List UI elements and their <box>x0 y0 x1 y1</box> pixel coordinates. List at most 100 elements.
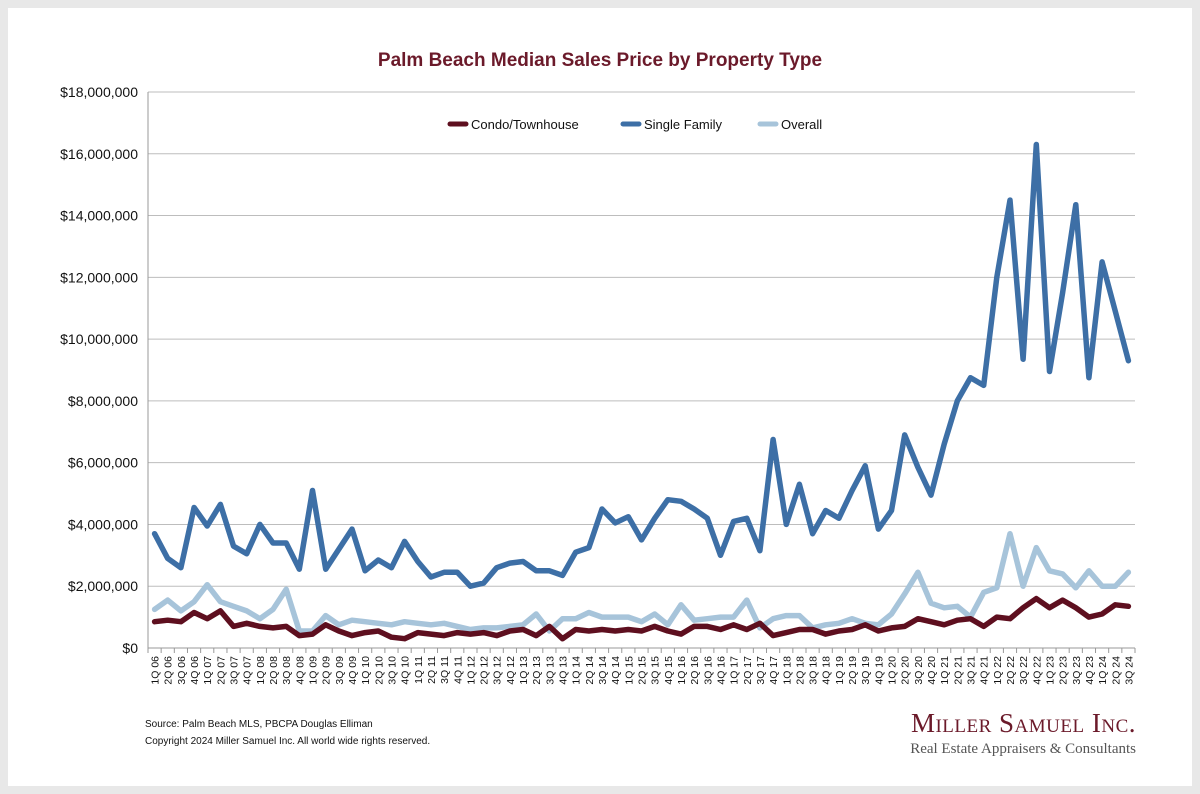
y-tick-label: $6,000,000 <box>68 455 138 471</box>
copyright-text: Copyright 2024 Miller Samuel Inc. All wo… <box>145 736 431 747</box>
x-tick-label: 2Q 20 <box>900 656 912 685</box>
x-tick-label: 2Q 23 <box>1058 656 1070 685</box>
x-tick-label: 1Q 16 <box>676 656 688 685</box>
legend-label: Overall <box>781 117 822 132</box>
x-tick-label: 3Q 09 <box>334 656 346 685</box>
x-tick-label: 2Q 24 <box>1110 656 1122 685</box>
x-tick-label: 1Q 12 <box>465 656 477 685</box>
x-tick-label: 4Q 14 <box>610 656 622 685</box>
x-tick-label: 3Q 14 <box>597 656 609 685</box>
x-tick-label: 1Q 24 <box>1097 656 1109 685</box>
x-tick-label: 2Q 10 <box>373 656 385 685</box>
x-tick-label: 4Q 21 <box>979 656 991 685</box>
source-note: Source: Palm Beach MLS, PBCPA Douglas El… <box>145 716 430 750</box>
logo-name: Miller Samuel Inc. <box>910 708 1136 738</box>
x-tick-label: 2Q 17 <box>742 656 754 685</box>
x-tick-label: 1Q 17 <box>729 656 741 685</box>
x-tick-label: 1Q 22 <box>992 656 1004 685</box>
x-tick-label: 1Q 11 <box>413 656 425 684</box>
x-tick-label: 4Q 18 <box>821 656 833 685</box>
x-tick-label: 3Q 24 <box>1123 656 1135 685</box>
x-tick-label: 3Q 17 <box>755 656 767 685</box>
x-tick-label: 1Q 18 <box>781 656 793 685</box>
y-tick-label: $0 <box>122 640 138 656</box>
series-line-single-family <box>151 141 1132 589</box>
x-tick-label: 2Q 19 <box>847 656 859 685</box>
x-tick-label: 1Q 13 <box>518 656 530 685</box>
chart-card <box>8 8 1192 786</box>
x-tick-label: 4Q 09 <box>347 656 359 685</box>
x-tick-label: 4Q 10 <box>400 656 412 685</box>
x-tick-label: 1Q 21 <box>939 656 951 685</box>
x-tick-label: 4Q 23 <box>1084 656 1096 685</box>
x-tick-label: 4Q 19 <box>873 656 885 685</box>
y-tick-label: $4,000,000 <box>68 516 138 532</box>
x-tick-label: 4Q 07 <box>242 656 254 685</box>
x-tick-label: 4Q 13 <box>558 656 570 685</box>
x-tick-label: 1Q 06 <box>150 656 162 685</box>
x-tick-label: 4Q 16 <box>715 656 727 685</box>
x-tick-label: 1Q 08 <box>255 656 267 685</box>
chart-title: Palm Beach Median Sales Price by Propert… <box>377 50 823 71</box>
x-tick-label: 4Q 22 <box>1031 656 1043 685</box>
x-tick-label: 1Q 15 <box>623 656 635 685</box>
x-tick-label: 2Q 11 <box>426 656 438 684</box>
y-tick-label: $18,000,000 <box>60 84 138 100</box>
x-tick-label: 2Q 22 <box>1005 656 1017 685</box>
x-tick-label: 3Q 21 <box>966 656 978 685</box>
x-tick-label: 3Q 10 <box>386 656 398 685</box>
series-line-overall <box>151 530 1132 634</box>
x-tick-label: 1Q 07 <box>202 656 214 685</box>
legend-label: Condo/Townhouse <box>471 117 579 132</box>
x-tick-label: 2Q 14 <box>584 656 596 685</box>
x-tick-label: 1Q 10 <box>360 656 372 685</box>
x-tick-label: 4Q 20 <box>926 656 938 685</box>
x-tick-label: 3Q 23 <box>1071 656 1083 685</box>
company-logo: Miller Samuel Inc. Real Estate Appraiser… <box>910 708 1136 758</box>
x-tick-label: 4Q 08 <box>294 656 306 685</box>
x-tick-label: 3Q 06 <box>176 656 188 685</box>
series-line-condo-townhouse <box>151 595 1132 642</box>
x-tick-label: 2Q 18 <box>794 656 806 685</box>
x-tick-label: 3Q 11 <box>439 656 451 684</box>
x-tick-label: 3Q 12 <box>492 656 504 685</box>
source-text: Source: Palm Beach MLS, PBCPA Douglas El… <box>145 719 373 730</box>
x-tick-label: 4Q 12 <box>505 656 517 685</box>
x-tick-label: 3Q 19 <box>860 656 872 685</box>
y-tick-label: $14,000,000 <box>60 208 138 224</box>
x-tick-label: 3Q 20 <box>913 656 925 685</box>
x-tick-label: 4Q 15 <box>663 656 675 685</box>
x-tick-label: 2Q 13 <box>531 656 543 685</box>
y-tick-label: $8,000,000 <box>68 393 138 409</box>
x-tick-label: 4Q 11 <box>452 656 464 684</box>
x-tick-label: 2Q 06 <box>163 656 175 685</box>
x-tick-label: 3Q 15 <box>650 656 662 685</box>
x-tick-label: 2Q 08 <box>268 656 280 685</box>
x-tick-label: 2Q 15 <box>637 656 649 685</box>
x-tick-label: 1Q 09 <box>308 656 320 685</box>
y-tick-label: $2,000,000 <box>68 578 138 594</box>
x-tick-label: 2Q 16 <box>689 656 701 685</box>
x-tick-label: 1Q 19 <box>834 656 846 685</box>
x-tick-label: 2Q 21 <box>952 656 964 685</box>
x-tick-label: 3Q 22 <box>1018 656 1030 685</box>
x-tick-label: 1Q 20 <box>887 656 899 685</box>
y-tick-label: $16,000,000 <box>60 146 138 162</box>
legend-label: Single Family <box>644 117 723 132</box>
x-tick-label: 3Q 08 <box>281 656 293 685</box>
x-tick-label: 1Q 23 <box>1044 656 1056 685</box>
x-tick-label: 2Q 09 <box>321 656 333 685</box>
x-tick-label: 2Q 07 <box>215 656 227 685</box>
x-tick-label: 3Q 13 <box>544 656 556 685</box>
x-tick-label: 4Q 06 <box>189 656 201 685</box>
x-tick-label: 4Q 17 <box>768 656 780 685</box>
x-tick-label: 3Q 16 <box>702 656 714 685</box>
x-tick-label: 3Q 18 <box>808 656 820 685</box>
y-tick-label: $10,000,000 <box>60 331 138 347</box>
x-tick-label: 1Q 14 <box>571 656 583 685</box>
x-tick-label: 3Q 07 <box>229 656 241 685</box>
y-tick-label: $12,000,000 <box>60 269 138 285</box>
logo-tagline: Real Estate Appraisers & Consultants <box>910 741 1136 757</box>
x-tick-label: 2Q 12 <box>479 656 491 685</box>
